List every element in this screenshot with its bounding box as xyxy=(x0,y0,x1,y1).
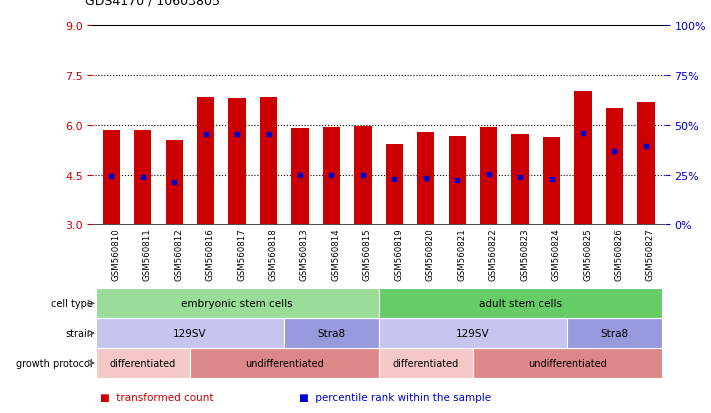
Bar xyxy=(190,348,378,378)
Text: undifferentiated: undifferentiated xyxy=(245,358,324,368)
Text: GSM560820: GSM560820 xyxy=(426,228,435,280)
Text: adult stem cells: adult stem cells xyxy=(479,299,562,309)
Text: 129SV: 129SV xyxy=(173,328,207,338)
Bar xyxy=(95,348,190,378)
Bar xyxy=(574,92,592,225)
Text: ■  transformed count: ■ transformed count xyxy=(100,392,213,402)
Text: GSM560817: GSM560817 xyxy=(237,228,246,280)
Bar xyxy=(166,140,183,225)
Bar xyxy=(606,108,623,225)
Text: GSM560823: GSM560823 xyxy=(520,228,529,280)
Text: GSM560826: GSM560826 xyxy=(614,228,624,280)
Text: GSM560811: GSM560811 xyxy=(143,228,151,280)
Text: GSM560812: GSM560812 xyxy=(174,228,183,280)
Text: GSM560818: GSM560818 xyxy=(269,228,277,280)
Text: cell type: cell type xyxy=(51,299,93,309)
Text: strain: strain xyxy=(65,328,93,338)
Text: GSM560821: GSM560821 xyxy=(457,228,466,280)
Bar xyxy=(102,131,120,225)
Text: GSM560825: GSM560825 xyxy=(583,228,592,280)
Text: embryonic stem cells: embryonic stem cells xyxy=(181,299,293,309)
Text: Stra8: Stra8 xyxy=(317,328,346,338)
Bar xyxy=(354,126,372,225)
Bar xyxy=(637,102,655,225)
Text: GDS4170 / 10603805: GDS4170 / 10603805 xyxy=(85,0,220,8)
Text: differentiated: differentiated xyxy=(392,358,459,368)
Bar xyxy=(385,145,403,225)
Bar xyxy=(323,127,340,225)
Bar xyxy=(480,127,497,225)
Bar xyxy=(378,289,662,318)
Bar xyxy=(417,133,434,225)
Bar xyxy=(378,318,567,348)
Bar xyxy=(567,318,662,348)
Text: GSM560810: GSM560810 xyxy=(112,228,120,280)
Text: GSM560813: GSM560813 xyxy=(300,228,309,280)
Text: ■  percentile rank within the sample: ■ percentile rank within the sample xyxy=(299,392,491,402)
Text: differentiated: differentiated xyxy=(109,358,176,368)
Bar xyxy=(543,138,560,225)
Text: GSM560822: GSM560822 xyxy=(488,228,498,280)
Bar xyxy=(511,135,529,225)
Bar xyxy=(134,131,151,225)
Text: GSM560815: GSM560815 xyxy=(363,228,372,280)
Bar xyxy=(260,97,277,225)
Bar xyxy=(292,128,309,225)
Text: 129SV: 129SV xyxy=(456,328,490,338)
Text: GSM560827: GSM560827 xyxy=(646,228,655,280)
Bar xyxy=(284,318,378,348)
Text: GSM560824: GSM560824 xyxy=(552,228,560,280)
Bar xyxy=(449,137,466,225)
Text: undifferentiated: undifferentiated xyxy=(528,358,606,368)
Bar xyxy=(95,289,378,318)
Bar xyxy=(197,97,214,225)
Bar xyxy=(95,318,284,348)
Bar xyxy=(378,348,473,378)
Text: GSM560819: GSM560819 xyxy=(395,228,403,280)
Bar xyxy=(228,99,246,225)
Text: GSM560814: GSM560814 xyxy=(331,228,341,280)
Text: Stra8: Stra8 xyxy=(600,328,629,338)
Text: GSM560816: GSM560816 xyxy=(205,228,215,280)
Text: growth protocol: growth protocol xyxy=(16,358,93,368)
Bar xyxy=(473,348,662,378)
